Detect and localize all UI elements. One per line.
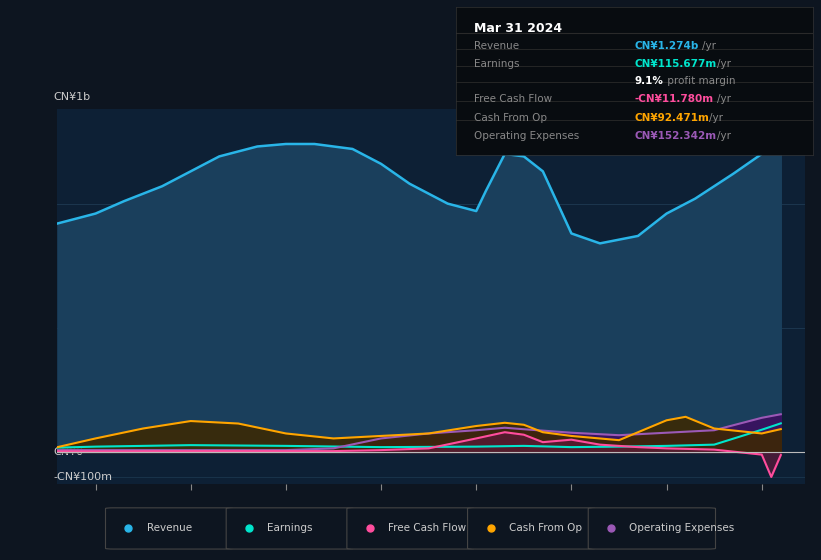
Text: Earnings: Earnings [474, 59, 519, 69]
Text: CN¥152.342m: CN¥152.342m [635, 132, 717, 141]
Text: Earnings: Earnings [268, 523, 313, 533]
FancyBboxPatch shape [105, 508, 233, 549]
Text: /yr: /yr [717, 94, 731, 104]
Text: /yr: /yr [717, 132, 731, 141]
Text: CN¥115.677m: CN¥115.677m [635, 59, 717, 69]
Text: CN¥1b: CN¥1b [53, 92, 91, 102]
Text: /yr: /yr [717, 59, 731, 69]
Text: Revenue: Revenue [474, 41, 519, 51]
Text: Cash From Op: Cash From Op [474, 113, 547, 123]
FancyBboxPatch shape [468, 508, 594, 549]
Text: 9.1%: 9.1% [635, 76, 663, 86]
Text: Cash From Op: Cash From Op [509, 523, 581, 533]
Text: profit margin: profit margin [664, 76, 736, 86]
Text: CN¥92.471m: CN¥92.471m [635, 113, 709, 123]
Text: Operating Expenses: Operating Expenses [630, 523, 735, 533]
Text: -CN¥11.780m: -CN¥11.780m [635, 94, 713, 104]
FancyBboxPatch shape [588, 508, 716, 549]
Text: Revenue: Revenue [146, 523, 191, 533]
FancyBboxPatch shape [226, 508, 354, 549]
Text: CN¥0: CN¥0 [53, 447, 84, 457]
Text: Mar 31 2024: Mar 31 2024 [474, 22, 562, 35]
Text: /yr: /yr [709, 113, 723, 123]
Text: -CN¥100m: -CN¥100m [53, 472, 112, 482]
Text: Operating Expenses: Operating Expenses [474, 132, 579, 141]
Text: CN¥1.274b: CN¥1.274b [635, 41, 699, 51]
Text: Free Cash Flow: Free Cash Flow [474, 94, 552, 104]
Text: Free Cash Flow: Free Cash Flow [388, 523, 466, 533]
FancyBboxPatch shape [347, 508, 475, 549]
Text: /yr: /yr [702, 41, 716, 51]
